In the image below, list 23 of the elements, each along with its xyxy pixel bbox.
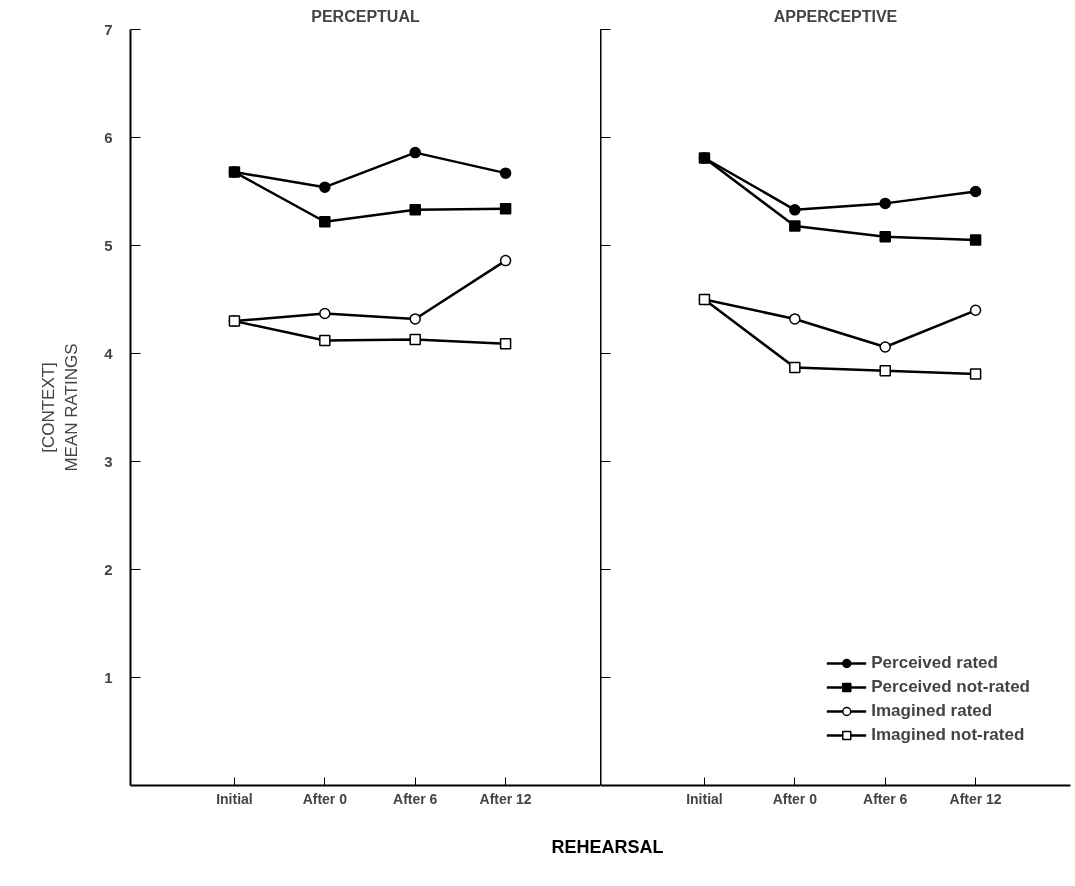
legend-label: Perceived not-rated (871, 677, 1030, 697)
y-tick-label: 1 (104, 668, 113, 686)
y-tick-label: 4 (104, 344, 114, 362)
x-tick-label: After 0 (302, 790, 348, 807)
x-tick-label: After 0 (772, 790, 818, 807)
chart-title: PERCEPTUAL (311, 7, 420, 25)
y-tick-label: 3 (104, 452, 113, 470)
chart-title: APPERCEPTIVE (773, 7, 898, 25)
x-tick-label: After 6 (863, 790, 908, 807)
legend-label: Perceived rated (871, 653, 998, 673)
y-tick-label: 2 (104, 560, 113, 578)
x-axis-title: REHEARSAL (551, 836, 664, 859)
x-tick-label: After 6 (393, 790, 438, 807)
x-tick-label: Initial (216, 790, 253, 807)
x-tick-label: After 12 (949, 790, 1002, 807)
x-tick-label: Initial (686, 790, 723, 807)
legend-label: Imagined not-rated (871, 725, 1025, 745)
x-tick-label: After 12 (479, 790, 532, 807)
y-tick-label: 6 (104, 128, 113, 146)
y-tick-label: 5 (104, 236, 113, 254)
y-tick-label: 7 (104, 20, 113, 38)
legend-label: Imagined rated (871, 701, 993, 721)
y-axis-title: [CONTEXT] MEAN RATINGS (39, 343, 82, 472)
